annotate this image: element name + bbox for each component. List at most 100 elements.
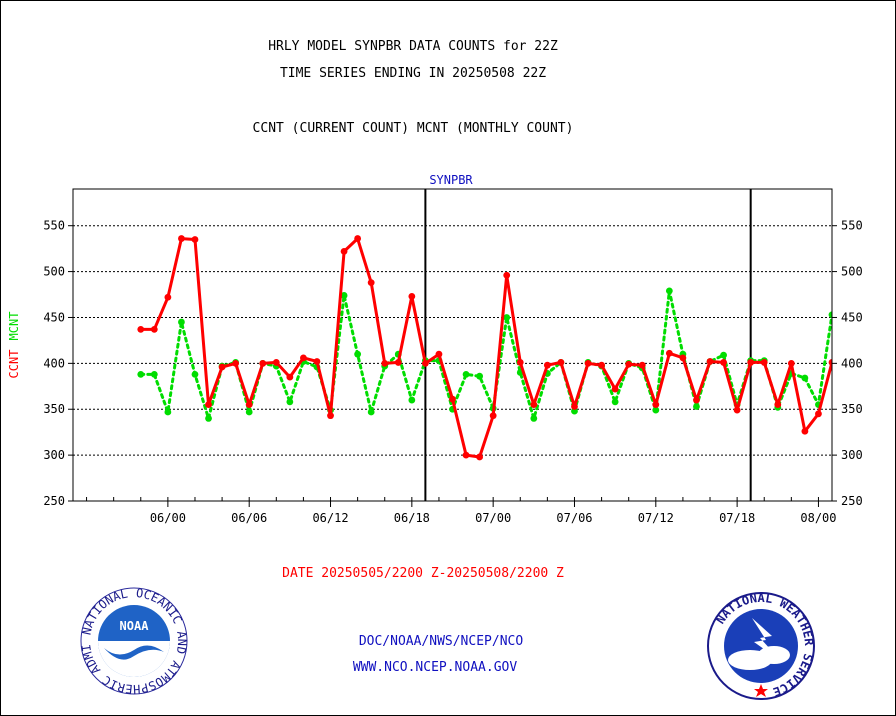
- data-point-mcnt: [354, 350, 362, 358]
- data-point-ccnt: [516, 359, 524, 366]
- data-point-ccnt: [435, 350, 443, 358]
- y-tick-label-left: 500: [43, 265, 65, 279]
- data-point-ccnt: [340, 248, 348, 255]
- data-point-mcnt: [245, 408, 253, 416]
- data-point-ccnt: [760, 359, 768, 366]
- data-point-ccnt: [693, 396, 700, 404]
- data-point-ccnt: [706, 358, 714, 365]
- data-point-ccnt: [828, 359, 832, 366]
- data-point-mcnt: [137, 370, 145, 378]
- noaa-logo: NATIONAL OCEANIC AND ATMOSPHERIC ADMINIS…: [0, 0, 189, 696]
- x-tick-label: 06/12: [312, 511, 348, 525]
- y-tick-label-right: 450: [841, 310, 863, 324]
- data-point-mcnt: [462, 370, 470, 378]
- website-link[interactable]: WWW.NCO.NCEP.NOAA.GOV: [352, 660, 518, 675]
- data-point-mcnt: [693, 403, 700, 410]
- data-point-ccnt: [381, 359, 389, 367]
- data-point-mcnt: [503, 314, 511, 321]
- x-tick-label: 07/06: [556, 511, 592, 525]
- y-tick-label-right: 550: [841, 219, 863, 233]
- x-tick-label: 06/18: [394, 511, 430, 525]
- data-point-mcnt: [652, 406, 660, 414]
- data-point-mcnt: [530, 415, 538, 422]
- data-point-ccnt: [462, 451, 470, 459]
- data-point-ccnt: [394, 359, 402, 366]
- x-tick-label: 07/12: [638, 511, 674, 525]
- data-point-ccnt: [150, 326, 158, 333]
- data-point-ccnt: [449, 395, 456, 403]
- data-point-ccnt: [720, 359, 727, 366]
- data-point-mcnt: [611, 398, 619, 406]
- data-point-mcnt: [720, 351, 727, 359]
- data-point-ccnt: [625, 360, 633, 368]
- x-tick-label: 07/00: [475, 511, 511, 525]
- data-point-ccnt: [815, 410, 822, 418]
- x-tick-label: 06/06: [231, 511, 267, 525]
- data-point-ccnt: [205, 401, 212, 409]
- data-point-mcnt: [869, 365, 876, 372]
- data-point-mcnt: [801, 374, 809, 382]
- y-tick-label-right: 250: [841, 494, 863, 508]
- org-link[interactable]: DOC/NOAA/NWS/NCEP/NCO: [358, 634, 524, 649]
- x-tick-label: 08/00: [800, 511, 836, 525]
- y-tick-label-right: 500: [841, 265, 863, 279]
- data-point-ccnt: [530, 401, 538, 409]
- legend-description: CCNT (CURRENT COUNT) MCNT (MONTHLY COUNT…: [252, 121, 574, 136]
- ylabel-ccnt: CCNT: [7, 350, 21, 379]
- x-tick-label: 06/00: [150, 511, 186, 525]
- data-point-ccnt: [191, 236, 199, 243]
- y-tick-label-left: 250: [43, 494, 65, 508]
- y-tick-label-right: 400: [841, 356, 863, 370]
- data-point-ccnt: [584, 359, 592, 367]
- data-point-ccnt: [638, 361, 646, 369]
- nws-logo: NATIONAL WEATHER SERVICE: [707, 591, 816, 700]
- axes-layer: 250 250 300 300 350 350 400 400 450 450 500 500 550 5…: [43, 219, 862, 525]
- data-point-ccnt: [801, 427, 809, 435]
- data-point-ccnt: [503, 271, 511, 279]
- data-point-ccnt: [665, 349, 673, 357]
- y-tick-label-left: 550: [43, 219, 65, 233]
- data-point-ccnt: [245, 401, 253, 409]
- data-point-ccnt: [747, 359, 755, 366]
- data-point-ccnt: [421, 359, 429, 367]
- data-point-ccnt: [259, 359, 267, 367]
- data-point-ccnt: [354, 235, 362, 242]
- data-point-mcnt: [191, 370, 199, 378]
- data-point-ccnt: [557, 359, 565, 366]
- data-point-ccnt: [408, 292, 416, 300]
- data-point-ccnt: [543, 361, 551, 369]
- data-point-ccnt: [869, 359, 876, 366]
- data-point-mcnt: [150, 370, 158, 378]
- noaa-ring-text: NATIONAL OCEANIC AND ATMOSPHERIC ADMINIS…: [0, 0, 189, 696]
- data-point-mcnt: [367, 408, 375, 416]
- y-tick-label-left: 450: [43, 310, 65, 324]
- data-point-ccnt: [286, 373, 294, 381]
- plot-title: SYNPBR: [429, 173, 473, 187]
- x-tick-label: 07/18: [719, 511, 755, 525]
- grid-lines: [73, 189, 832, 501]
- y-tick-label-left: 400: [43, 356, 65, 370]
- data-point-ccnt: [489, 412, 497, 420]
- data-point-ccnt: [787, 359, 795, 367]
- ylabel-mcnt: MCNT: [7, 312, 21, 341]
- data-point-ccnt: [218, 363, 226, 371]
- date-range: DATE 20250505/2200 Z-20250508/2200 Z: [282, 566, 564, 581]
- data-point-mcnt: [164, 408, 172, 416]
- data-point-mcnt: [828, 311, 832, 319]
- y-tick-label-right: 300: [841, 448, 863, 462]
- data-point-ccnt: [300, 354, 307, 362]
- data-point-ccnt: [327, 412, 334, 420]
- data-point-mcnt: [286, 398, 294, 406]
- data-point-ccnt: [652, 401, 660, 409]
- data-point-ccnt: [571, 403, 578, 410]
- data-point-mcnt: [205, 415, 212, 422]
- chart-subtitle: TIME SERIES ENDING IN 20250508 22Z: [279, 66, 547, 81]
- y-tick-label-left: 300: [43, 448, 65, 462]
- data-point-mcnt: [408, 396, 416, 404]
- y-tick-label-right: 350: [841, 402, 863, 416]
- data-point-ccnt: [164, 293, 172, 301]
- data-point-ccnt: [679, 354, 687, 362]
- data-point-ccnt: [476, 453, 484, 461]
- data-point-ccnt: [611, 385, 619, 393]
